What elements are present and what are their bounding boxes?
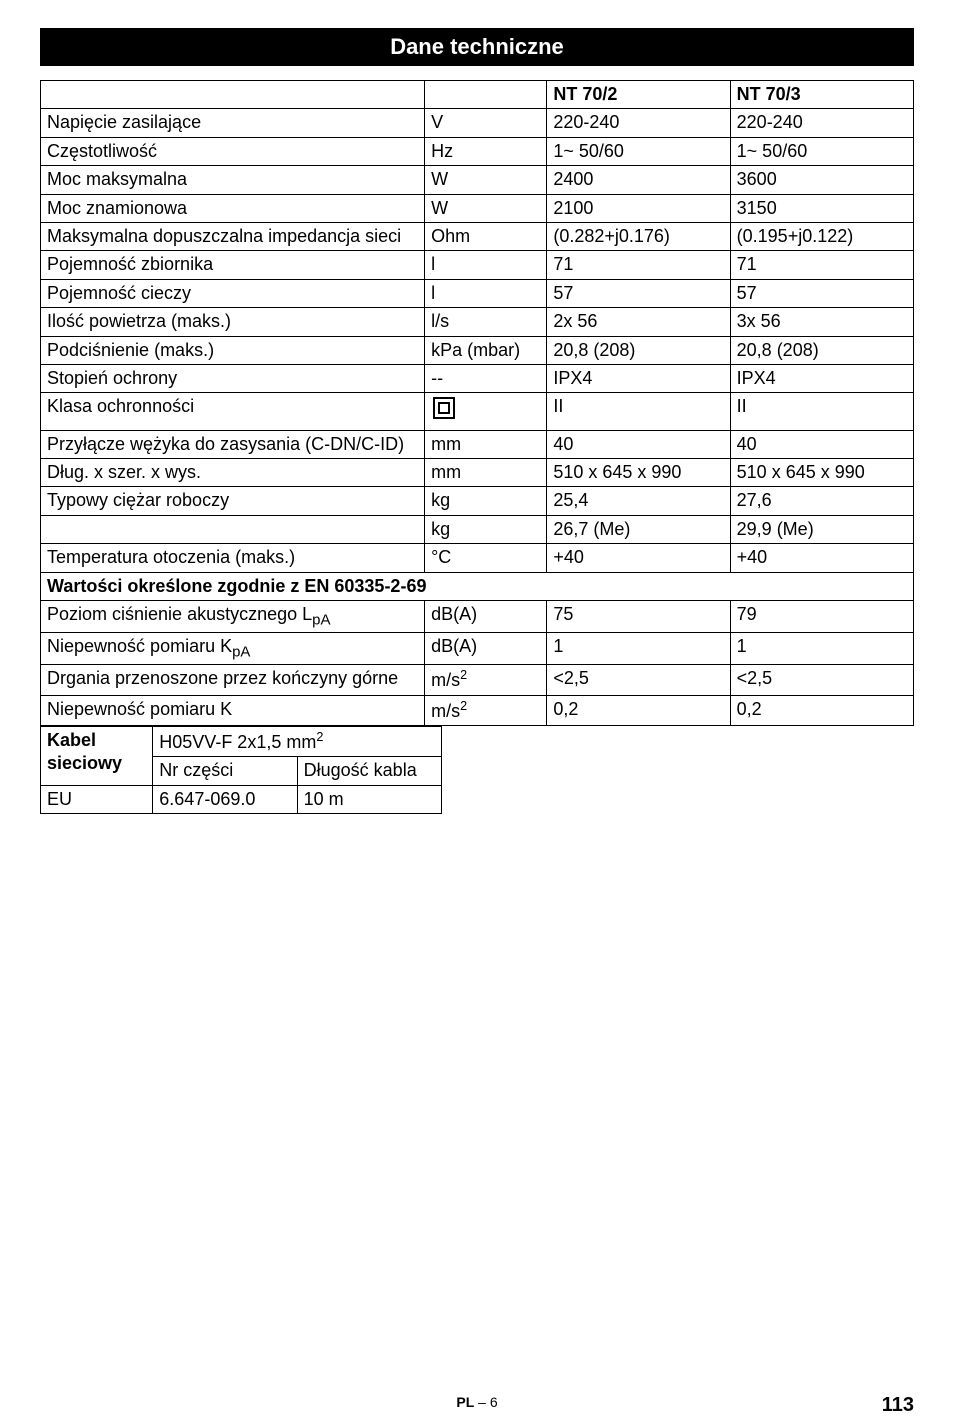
- header-cell: [41, 81, 425, 109]
- cell-lpa: Poziom ciśnienie akustycznego LpA: [41, 601, 425, 633]
- table-row: Pojemność zbiornikal7171: [41, 251, 914, 279]
- table-section-row: Wartości określone zgodnie z EN 60335-2-…: [41, 572, 914, 600]
- table-row: Ilość powietrza (maks.)l/s2x 563x 56: [41, 308, 914, 336]
- table-row: Niepewność pomiaru KpAdB(A)11: [41, 633, 914, 665]
- cable-header-left: Kabel sieciowy: [41, 727, 153, 786]
- table-row: Maksymalna dopuszczalna impedancja sieci…: [41, 222, 914, 250]
- specs-table: NT 70/2 NT 70/3 Napięcie zasilająceV220-…: [40, 80, 914, 726]
- cell-ms2-b: m/s2: [425, 695, 547, 725]
- table-row: Moc maksymalnaW24003600: [41, 166, 914, 194]
- table-row: Poziom ciśnienie akustycznego LpAdB(A)75…: [41, 601, 914, 633]
- cable-col-1: Nr części: [153, 757, 297, 785]
- cable-table: Kabel sieciowy H05VV-F 2x1,5 mm2 Nr częś…: [40, 726, 442, 814]
- cable-spec: H05VV-F 2x1,5 mm2: [153, 727, 442, 757]
- table-row: Typowy ciężar roboczykg25,427,6: [41, 487, 914, 515]
- table-row: Temperatura otoczenia (maks.)°C+40+40: [41, 544, 914, 572]
- table-row: Dług. x szer. x wys.mm510 x 645 x 990510…: [41, 459, 914, 487]
- class-ii-icon: [433, 397, 455, 419]
- table-row: Przyłącze wężyka do zasysania (C-DN/C-ID…: [41, 430, 914, 458]
- table-header-row: NT 70/2 NT 70/3: [41, 81, 914, 109]
- cable-row: EU 6.647-069.0 10 m: [41, 785, 442, 813]
- table-row: CzęstotliwośćHz1~ 50/601~ 50/60: [41, 137, 914, 165]
- table-row: Drgania przenoszone przez kończyny górne…: [41, 665, 914, 695]
- cell-kpa: Niepewność pomiaru KpA: [41, 633, 425, 665]
- footer-page-center: PL – 6: [456, 1394, 497, 1410]
- table-row: Stopień ochrony--IPX4IPX4: [41, 364, 914, 392]
- header-cell: NT 70/2: [547, 81, 730, 109]
- cell-ms2: m/s2: [425, 665, 547, 695]
- header-cell: [425, 81, 547, 109]
- section-header: Dane techniczne: [40, 28, 914, 66]
- header-cell: NT 70/3: [730, 81, 913, 109]
- table-row: Niepewność pomiaru Km/s20,20,2: [41, 695, 914, 725]
- table-row: Podciśnienie (maks.)kPa (mbar)20,8 (208)…: [41, 336, 914, 364]
- table-row: Pojemność cieczyl5757: [41, 279, 914, 307]
- table-row: Klasa ochronności II II: [41, 393, 914, 430]
- table-row: Moc znamionowaW21003150: [41, 194, 914, 222]
- cable-col-2: Długość kabla: [297, 757, 441, 785]
- footer-page-number: 113: [882, 1394, 914, 1417]
- table-row: kg26,7 (Me)29,9 (Me): [41, 515, 914, 543]
- table-row: Napięcie zasilająceV220-240220-240: [41, 109, 914, 137]
